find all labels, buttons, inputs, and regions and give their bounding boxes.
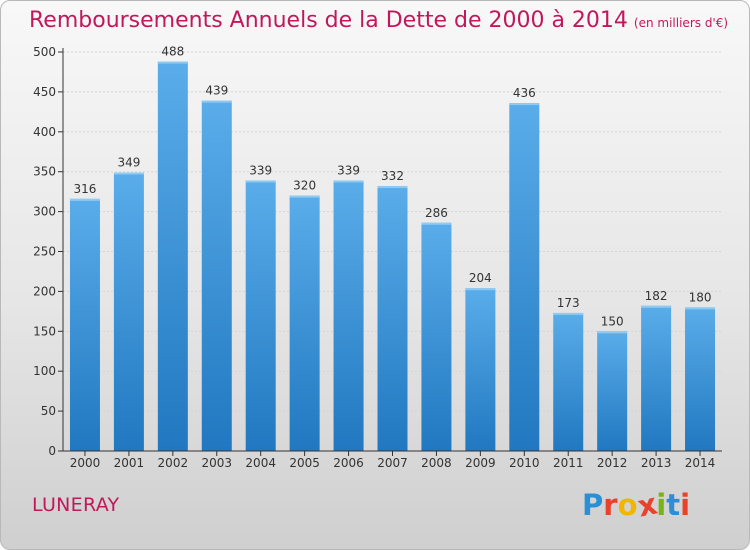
bar-highlight-2014 [685, 307, 716, 310]
brand-letter: r [603, 488, 618, 522]
bar-highlight-2005 [289, 195, 320, 198]
bar-highlight-2007 [377, 186, 408, 189]
bar-highlight-2008 [421, 222, 452, 225]
y-tick-label: 350 [33, 165, 56, 179]
x-tick-label-2012: 2012 [597, 456, 628, 470]
bar-2010 [509, 103, 540, 452]
bar-2009 [465, 288, 496, 451]
bar-highlight-2003 [201, 100, 232, 103]
data-label-2010: 436 [513, 86, 536, 100]
data-label-2006: 339 [337, 163, 360, 177]
data-label-2005: 320 [293, 179, 316, 193]
y-tick-label: 250 [33, 245, 56, 259]
y-tick-label: 400 [33, 125, 56, 139]
y-tick-label: 150 [33, 324, 56, 338]
brand-letter: i [656, 488, 667, 522]
bar-highlight-2011 [553, 312, 584, 315]
bar-highlight-2006 [333, 180, 364, 183]
y-tick-label: 0 [48, 444, 56, 458]
bar-highlight-2004 [245, 180, 276, 183]
bar-highlight-2001 [113, 172, 144, 175]
bar-2011 [553, 312, 584, 451]
title-text: Remboursements Annuels de la Dette de 20… [29, 8, 628, 33]
x-tick-label-2000: 2000 [70, 456, 101, 470]
bar-2001 [113, 172, 144, 452]
bar-2013 [641, 305, 672, 451]
brand-letter: i [680, 488, 691, 522]
bar-2008 [421, 222, 452, 451]
data-labels: 316 349 488 439 339 320 339 332 286 204 436 173 150 1… [74, 45, 712, 329]
data-label-2007: 332 [381, 169, 404, 183]
y-tick-label: 300 [33, 205, 56, 219]
bar-2006 [333, 180, 364, 451]
brand-letter: o [617, 488, 638, 522]
y-tick-label: 100 [33, 364, 56, 378]
bar-2003 [201, 100, 232, 451]
bar-highlight-2013 [641, 305, 672, 308]
bar-highlight-2002 [157, 61, 188, 64]
bar-highlight-2012 [597, 331, 628, 334]
x-tick-label-2002: 2002 [158, 456, 189, 470]
brand-logo: Proxiti [582, 486, 691, 523]
axes: 0 50 100 150 200 250 300 350 400 450 500 2000 2001 20… [33, 45, 722, 470]
bar-2014 [685, 307, 716, 451]
bar-2004 [245, 180, 276, 451]
x-tick-label-2009: 2009 [465, 456, 496, 470]
data-label-2008: 286 [425, 206, 448, 220]
data-label-2000: 316 [74, 182, 97, 196]
x-tick-label-2014: 2014 [685, 456, 716, 470]
bar-2007 [377, 186, 408, 451]
bar-2012 [597, 331, 628, 451]
data-label-2009: 204 [469, 271, 492, 285]
data-label-2004: 339 [249, 163, 272, 177]
y-tick-label: 200 [33, 284, 56, 298]
x-tick-label-2005: 2005 [289, 456, 320, 470]
x-tick-label-2006: 2006 [333, 456, 364, 470]
data-label-2001: 349 [117, 155, 140, 169]
bar-2002 [157, 61, 188, 452]
bar-2000 [69, 198, 100, 451]
brand-letter: P [582, 488, 604, 522]
bar-highlight-2000 [69, 198, 100, 201]
data-label-2013: 182 [645, 289, 668, 303]
x-tick-label-2007: 2007 [377, 456, 408, 470]
x-tick-label-2010: 2010 [509, 456, 540, 470]
data-label-2002: 488 [161, 45, 184, 59]
x-tick-label-2011: 2011 [553, 456, 584, 470]
y-tick-label: 50 [41, 404, 56, 418]
bar-2005 [289, 195, 320, 451]
data-label-2014: 180 [689, 290, 712, 304]
brand-letter: t [666, 488, 681, 522]
bar-highlight-2010 [509, 103, 540, 106]
data-label-2011: 173 [557, 296, 580, 310]
y-tick-label: 450 [33, 85, 56, 99]
x-tick-label-2013: 2013 [641, 456, 672, 470]
chart-title: Remboursements Annuels de la Dette de 20… [29, 8, 728, 33]
x-tick-label-2008: 2008 [421, 456, 452, 470]
data-label-2003: 439 [205, 84, 228, 98]
city-name: LUNERAY [32, 494, 120, 516]
x-tick-label-2003: 2003 [201, 456, 232, 470]
unit-subtitle: (en milliers d'€) [633, 16, 729, 30]
x-tick-label-2004: 2004 [245, 456, 276, 470]
bars [69, 61, 716, 452]
bar-highlight-2009 [465, 288, 496, 291]
x-tick-label-2001: 2001 [114, 456, 145, 470]
data-label-2012: 150 [601, 314, 624, 328]
y-tick-label: 500 [33, 45, 56, 59]
